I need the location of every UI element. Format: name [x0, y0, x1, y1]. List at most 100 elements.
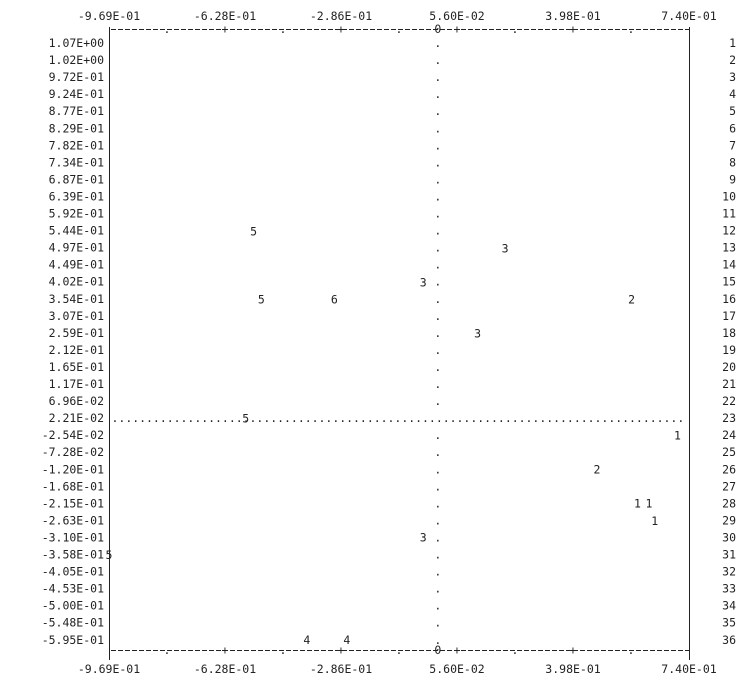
- frame-bottom-dash: [482, 650, 487, 651]
- zero-line-vertical-dot: .: [434, 513, 441, 527]
- zero-line-horizontal-dot: .: [608, 411, 615, 425]
- frame-top-dash: [307, 29, 312, 30]
- y-tick-label: -7.28E-02: [42, 445, 104, 459]
- zero-tick-top: 0: [434, 22, 441, 36]
- frame-top-minor-tick: .: [396, 22, 403, 36]
- frame-bottom-minor-tick: .: [512, 643, 519, 657]
- y-tick-label: -4.05E-01: [42, 565, 104, 579]
- frame-left-border: [109, 27, 110, 660]
- x-tick-label-top: -9.69E-01: [78, 9, 140, 23]
- frame-bottom-dash: [398, 650, 403, 651]
- y-tick-label: -2.63E-01: [42, 513, 104, 527]
- y-tick-label: 3.54E-01: [49, 292, 104, 306]
- frame-bottom-dash: [356, 650, 361, 651]
- x-tick-label-top: 3.98E-01: [545, 9, 600, 23]
- zero-line-vertical-dot: .: [434, 445, 441, 459]
- row-number: 21: [722, 377, 736, 391]
- row-number: 6: [729, 121, 736, 135]
- zero-line-horizontal-dot: .: [394, 411, 401, 425]
- frame-top-minor-tick: .: [512, 22, 519, 36]
- y-tick-label: 9.72E-01: [49, 70, 104, 84]
- frame-bottom-dash: [111, 650, 116, 651]
- frame-top-dash: [237, 29, 242, 30]
- frame-bottom-dash: [237, 650, 242, 651]
- frame-top-dash: [587, 29, 592, 30]
- data-point: 3: [420, 275, 427, 289]
- zero-line-horizontal-dot: .: [181, 411, 188, 425]
- frame-bottom-dash: [664, 650, 669, 651]
- data-point: 2: [628, 293, 635, 307]
- frame-top-dash: [216, 29, 221, 30]
- data-point: 2: [594, 463, 601, 477]
- data-point: 3: [502, 241, 509, 255]
- frame-top-dash: [412, 29, 417, 30]
- y-tick-label: 6.87E-01: [49, 172, 104, 186]
- frame-bottom-dash: [573, 650, 578, 651]
- zero-line-vertical-dot: .: [434, 155, 441, 169]
- zero-line-horizontal-dot: .: [615, 411, 622, 425]
- zero-line-vertical-dot: .: [434, 479, 441, 493]
- frame-bottom-dash: [608, 650, 613, 651]
- zero-line-horizontal-dot: .: [201, 411, 208, 425]
- y-tick-label: -2.54E-02: [42, 428, 104, 442]
- zero-line-horizontal-dot: .: [112, 411, 119, 425]
- frame-top-dash: [160, 29, 165, 30]
- zero-line-horizontal-dot: .: [270, 411, 277, 425]
- y-tick-label: -5.00E-01: [42, 599, 104, 613]
- zero-line-vertical-dot: .: [434, 189, 441, 203]
- frame-bottom-dash: [440, 650, 445, 651]
- data-point: 5: [106, 548, 113, 562]
- frame-bottom-dash: [132, 650, 137, 651]
- zero-line-horizontal-dot: .: [187, 411, 194, 425]
- zero-line-horizontal-dot: .: [463, 411, 470, 425]
- row-number: 3: [729, 70, 736, 84]
- y-tick-label: 8.29E-01: [49, 121, 104, 135]
- zero-line-horizontal-dot: .: [388, 411, 395, 425]
- data-point: 5: [250, 225, 257, 239]
- frame-top-minor-tick: .: [628, 22, 635, 36]
- frame-bottom-dash: [531, 650, 536, 651]
- zero-line-horizontal-dot: .: [636, 411, 643, 425]
- frame-bottom-dash: [230, 650, 235, 651]
- frame-bottom-dash: [146, 650, 151, 651]
- frame-bottom-dash: [216, 650, 221, 651]
- row-number: 20: [722, 360, 736, 374]
- frame-bottom-dash: [118, 650, 123, 651]
- y-tick-label: 1.02E+00: [49, 53, 104, 67]
- zero-line-horizontal-dot: .: [305, 411, 312, 425]
- zero-line-horizontal-dot: .: [319, 411, 326, 425]
- frame-bottom-dash: [503, 650, 508, 651]
- zero-line-vertical-dot: .: [434, 565, 441, 579]
- frame-top-dash: [566, 29, 571, 30]
- frame-top-dash: [580, 29, 585, 30]
- data-point: 5: [242, 412, 249, 426]
- frame-top-dash: [447, 29, 452, 30]
- frame-top-dash: [545, 29, 550, 30]
- frame-bottom-minor-tick: .: [396, 643, 403, 657]
- frame-bottom-dash: [188, 650, 193, 651]
- frame-top-dash: [195, 29, 200, 30]
- frame-bottom-dash: [300, 650, 305, 651]
- frame-top-dash: [608, 29, 613, 30]
- y-tick-label: 1.65E-01: [49, 360, 104, 374]
- zero-line-vertical-dot: .: [434, 616, 441, 630]
- zero-line-horizontal-dot: .: [367, 411, 374, 425]
- frame-top-dash: [433, 29, 438, 30]
- frame-top-dash: [482, 29, 487, 30]
- frame-top-dash: [398, 29, 403, 30]
- frame-top-dash: [181, 29, 186, 30]
- frame-top-dash: [475, 29, 480, 30]
- x-tick-label-top: 7.40E-01: [661, 9, 716, 23]
- row-number: 17: [722, 309, 736, 323]
- zero-line-horizontal-dot: .: [532, 411, 539, 425]
- frame-bottom-dash: [587, 650, 592, 651]
- row-number: 32: [722, 565, 736, 579]
- y-tick-label: 4.02E-01: [49, 275, 104, 289]
- zero-line-horizontal-dot: .: [339, 411, 346, 425]
- frame-bottom-dash: [524, 650, 529, 651]
- zero-line-horizontal-dot: .: [581, 411, 588, 425]
- frame-bottom-dash: [426, 650, 431, 651]
- frame-top-major-tick: +: [222, 22, 229, 36]
- zero-line-horizontal-dot: .: [277, 411, 284, 425]
- data-point: 3: [474, 327, 481, 341]
